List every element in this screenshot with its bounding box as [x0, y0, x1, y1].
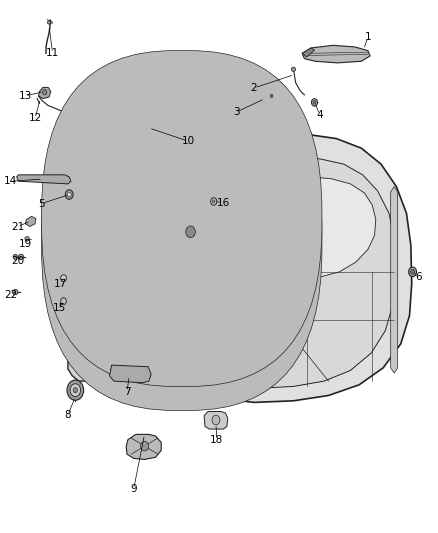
- Ellipse shape: [67, 380, 84, 400]
- Text: 6: 6: [415, 272, 422, 282]
- Ellipse shape: [141, 441, 148, 451]
- Ellipse shape: [211, 198, 217, 205]
- Ellipse shape: [212, 200, 215, 203]
- Ellipse shape: [291, 67, 296, 71]
- Text: 15: 15: [53, 303, 66, 313]
- Ellipse shape: [409, 267, 417, 277]
- Text: 4: 4: [316, 110, 323, 119]
- Ellipse shape: [212, 415, 220, 425]
- Text: 13: 13: [18, 91, 32, 101]
- Text: 3: 3: [233, 107, 240, 117]
- Text: 17: 17: [54, 279, 67, 288]
- Polygon shape: [205, 134, 412, 402]
- Ellipse shape: [67, 192, 71, 197]
- Text: 21: 21: [11, 222, 24, 231]
- Polygon shape: [302, 45, 370, 63]
- Polygon shape: [302, 48, 314, 57]
- Text: 16: 16: [217, 198, 230, 207]
- Polygon shape: [219, 177, 376, 282]
- Text: 5: 5: [38, 199, 45, 208]
- Ellipse shape: [270, 93, 278, 101]
- Ellipse shape: [311, 99, 318, 106]
- Text: 18: 18: [210, 435, 223, 445]
- Ellipse shape: [60, 297, 67, 305]
- Text: 10: 10: [182, 136, 195, 146]
- Polygon shape: [215, 159, 395, 388]
- Ellipse shape: [18, 254, 24, 260]
- Text: 19: 19: [18, 239, 32, 248]
- Text: 11: 11: [46, 49, 59, 58]
- Ellipse shape: [116, 306, 142, 338]
- Ellipse shape: [91, 270, 167, 375]
- Ellipse shape: [411, 269, 414, 274]
- Ellipse shape: [47, 21, 51, 24]
- Text: 9: 9: [130, 484, 137, 494]
- Polygon shape: [81, 205, 201, 259]
- Ellipse shape: [270, 94, 273, 98]
- Ellipse shape: [86, 264, 172, 381]
- Polygon shape: [75, 192, 202, 370]
- Polygon shape: [110, 365, 151, 383]
- Text: 2: 2: [251, 83, 258, 93]
- Ellipse shape: [65, 190, 73, 199]
- FancyBboxPatch shape: [42, 72, 322, 410]
- Ellipse shape: [25, 237, 29, 241]
- Ellipse shape: [70, 384, 81, 397]
- Text: 7: 7: [124, 387, 131, 397]
- Text: 22: 22: [4, 290, 17, 300]
- Ellipse shape: [186, 226, 195, 238]
- Polygon shape: [126, 434, 161, 459]
- Polygon shape: [17, 175, 71, 184]
- Ellipse shape: [60, 275, 67, 281]
- Polygon shape: [204, 411, 228, 429]
- FancyBboxPatch shape: [42, 51, 322, 386]
- Ellipse shape: [13, 289, 18, 295]
- Ellipse shape: [73, 387, 78, 393]
- Polygon shape: [39, 87, 51, 99]
- Text: 14: 14: [4, 176, 17, 186]
- Polygon shape: [25, 216, 36, 227]
- Ellipse shape: [182, 221, 199, 243]
- Text: 12: 12: [28, 114, 42, 123]
- Ellipse shape: [13, 254, 18, 260]
- Ellipse shape: [313, 100, 316, 104]
- Text: 20: 20: [11, 256, 24, 266]
- Polygon shape: [263, 85, 284, 109]
- Polygon shape: [68, 185, 207, 381]
- Text: 8: 8: [64, 410, 71, 419]
- Ellipse shape: [42, 90, 47, 95]
- Polygon shape: [391, 187, 398, 373]
- Text: 1: 1: [364, 33, 371, 42]
